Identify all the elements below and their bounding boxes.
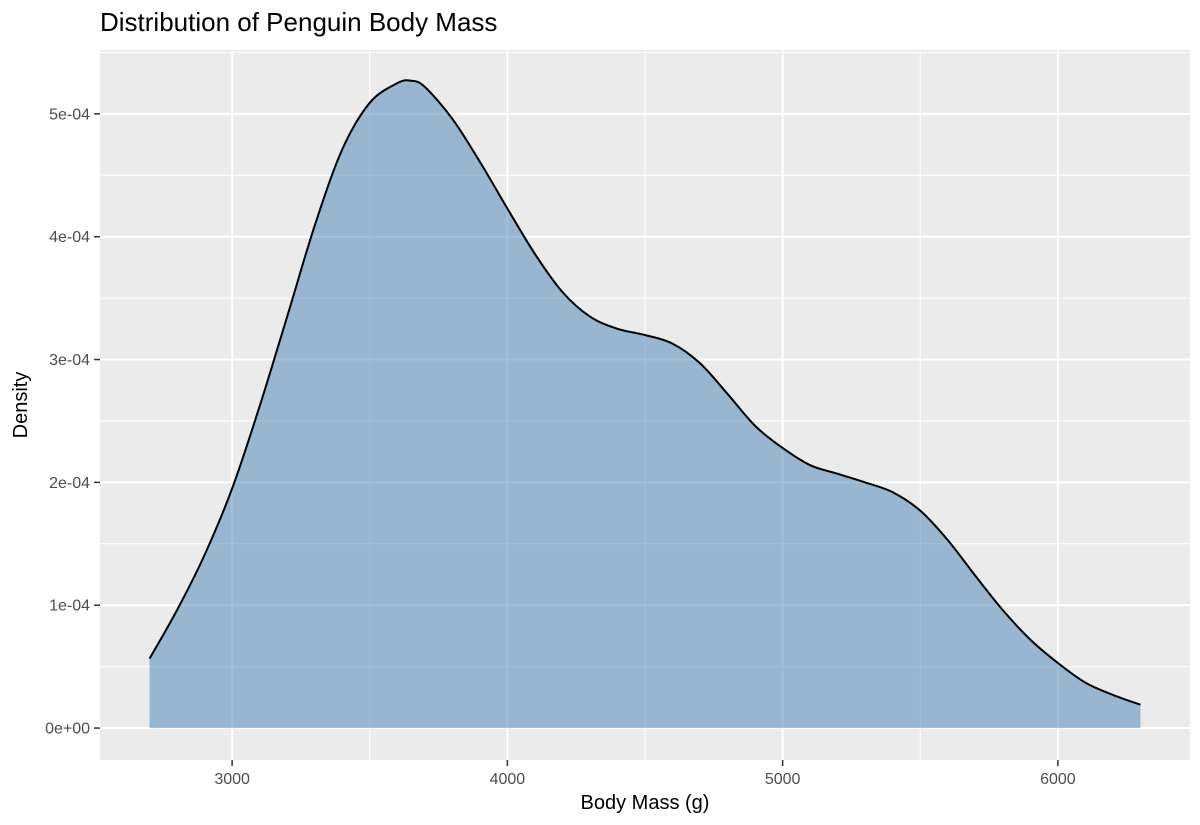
density-layer — [148, 79, 1141, 729]
y-tick-label: 1e-04 — [49, 598, 90, 615]
x-axis-tick-labels: 3000 4000 5000 6000 — [214, 771, 1075, 788]
x-axis-title: Body Mass (g) — [581, 792, 710, 814]
y-axis-tick-labels: 0e+00 1e-04 2e-04 3e-04 4e-04 5e-04 — [45, 106, 90, 737]
y-tick-label: 2e-04 — [49, 475, 90, 492]
chart-title: Distribution of Penguin Body Mass — [100, 7, 497, 37]
y-tick-label: 3e-04 — [49, 352, 90, 369]
y-tick-label: 0e+00 — [45, 721, 90, 738]
density-line — [148, 79, 1141, 706]
x-axis-ticks — [231, 760, 1059, 766]
density-area — [149, 80, 1141, 729]
x-tick-label: 4000 — [490, 771, 526, 788]
y-axis-title: Density — [10, 372, 32, 439]
y-tick-label: 5e-04 — [49, 106, 90, 123]
x-tick-label: 6000 — [1040, 771, 1076, 788]
x-tick-label: 5000 — [765, 771, 801, 788]
y-tick-label: 4e-04 — [49, 229, 90, 246]
x-tick-label: 3000 — [214, 771, 250, 788]
y-axis-ticks — [94, 113, 100, 729]
